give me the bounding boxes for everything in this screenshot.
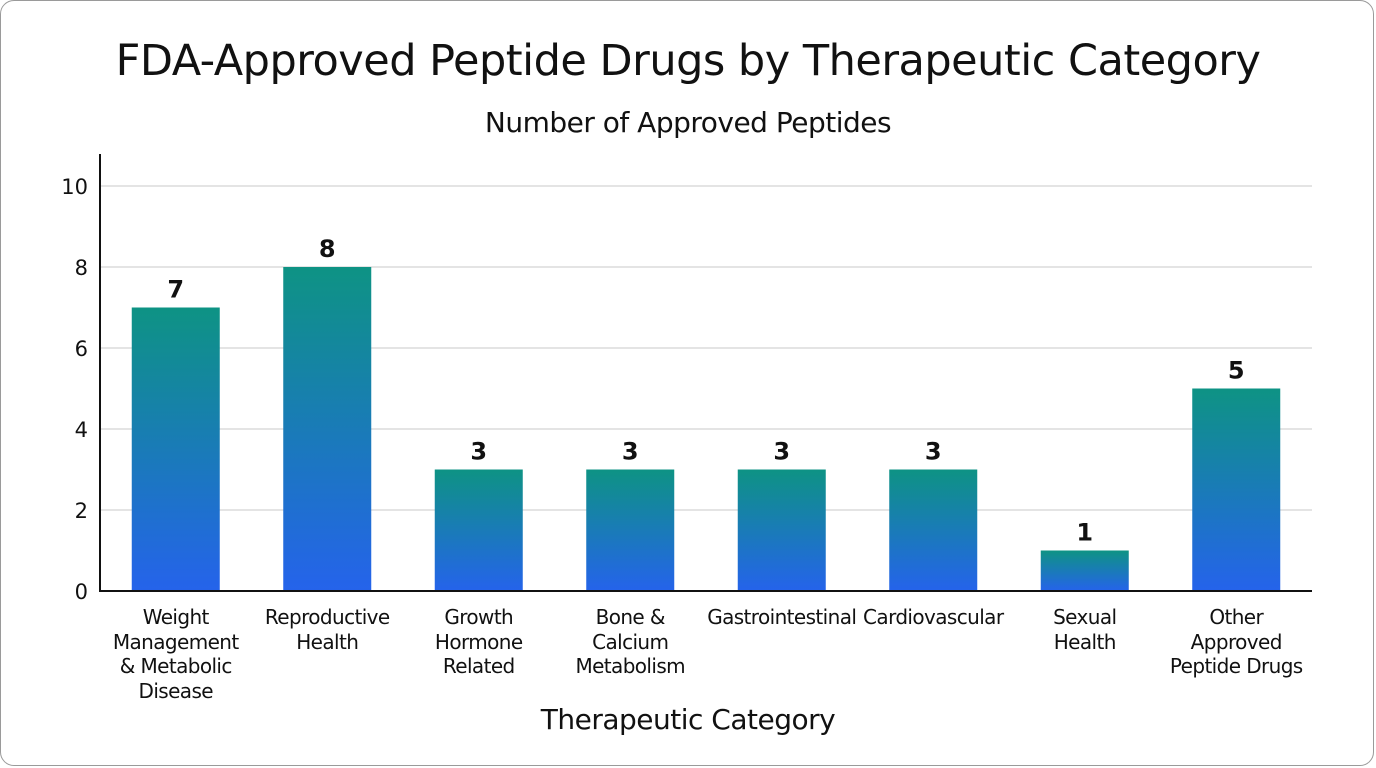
bar: [889, 469, 978, 591]
y-tick-label: 10: [61, 175, 88, 199]
bar: [586, 469, 675, 591]
x-tick-label: Growth Hormone Related: [404, 605, 554, 679]
y-tick-label: 6: [75, 337, 88, 361]
x-tick-label-line: Weight: [142, 605, 210, 629]
x-tick-label-line: Approved: [1190, 629, 1283, 654]
bars: [131, 267, 1281, 591]
x-tick-label-line: Bone &: [595, 605, 666, 629]
data-label: 5: [1228, 357, 1245, 385]
data-label: 3: [622, 438, 639, 466]
data-label: 1: [1076, 519, 1093, 547]
x-tick-label-line: & Metabolic: [119, 654, 233, 678]
y-tick-label: 2: [75, 499, 88, 523]
data-label: 7: [167, 276, 184, 304]
x-tick-label: Other Approved Peptide Drugs: [1161, 605, 1311, 679]
bar: [1192, 388, 1281, 591]
x-tick-label-line: Health: [296, 629, 359, 654]
gridlines: [100, 185, 1312, 511]
bar: [131, 307, 220, 591]
x-tick-label: Gastrointestinal: [707, 605, 857, 630]
data-label: 3: [470, 438, 487, 466]
data-label: 3: [773, 438, 790, 466]
x-tick-label-line: Other: [1209, 605, 1264, 629]
data-label: 3: [925, 438, 942, 466]
x-tick-label-line: Peptide Drugs: [1169, 654, 1303, 678]
x-tick-label-line: Health: [1053, 629, 1117, 654]
y-tick-label: 8: [75, 256, 88, 280]
chart-subtitle: Number of Approved Peptides: [484, 106, 892, 139]
x-tick-label: Weight Management & Metabolic Disease: [101, 605, 251, 703]
x-axis-label: Therapeutic Category: [540, 703, 836, 736]
x-tick-label-line: Related: [442, 654, 515, 678]
chart-title: FDA-Approved Peptide Drugs by Therapeuti…: [115, 36, 1261, 86]
bar: [1040, 550, 1129, 591]
x-tick-label: Cardiovascular: [858, 605, 1008, 630]
x-tick-label-line: Growth: [444, 605, 514, 629]
bar: [283, 267, 372, 591]
x-tick-label: Sexual Health: [1010, 605, 1160, 654]
x-tick-label: Bone & Calcium Metabolism: [555, 605, 705, 679]
x-tick-label-line: Metabolism: [575, 654, 686, 678]
x-tick-label: Reproductive Health: [252, 605, 402, 654]
x-tick-label-line: Disease: [138, 678, 214, 703]
x-tick-label-line: Gastrointestinal: [707, 605, 857, 629]
x-tick-label-line: Reproductive: [264, 605, 390, 629]
y-tick-labels: 0 2 4 6 8 10: [61, 175, 88, 604]
x-tick-label-line: Sexual: [1053, 605, 1117, 629]
bar: [434, 469, 523, 591]
bar: [737, 469, 826, 591]
x-tick-label-line: Management: [112, 629, 239, 654]
x-tick-label-line: Cardiovascular: [863, 605, 1004, 629]
y-tick-label: 0: [75, 580, 88, 604]
x-tick-label-line: Hormone: [434, 629, 523, 654]
y-tick-label: 4: [75, 418, 88, 442]
data-labels: 7 8 3 3 3 3 1 5: [167, 235, 1244, 547]
x-tick-label-line: Calcium: [592, 629, 669, 654]
data-label: 8: [319, 235, 336, 263]
